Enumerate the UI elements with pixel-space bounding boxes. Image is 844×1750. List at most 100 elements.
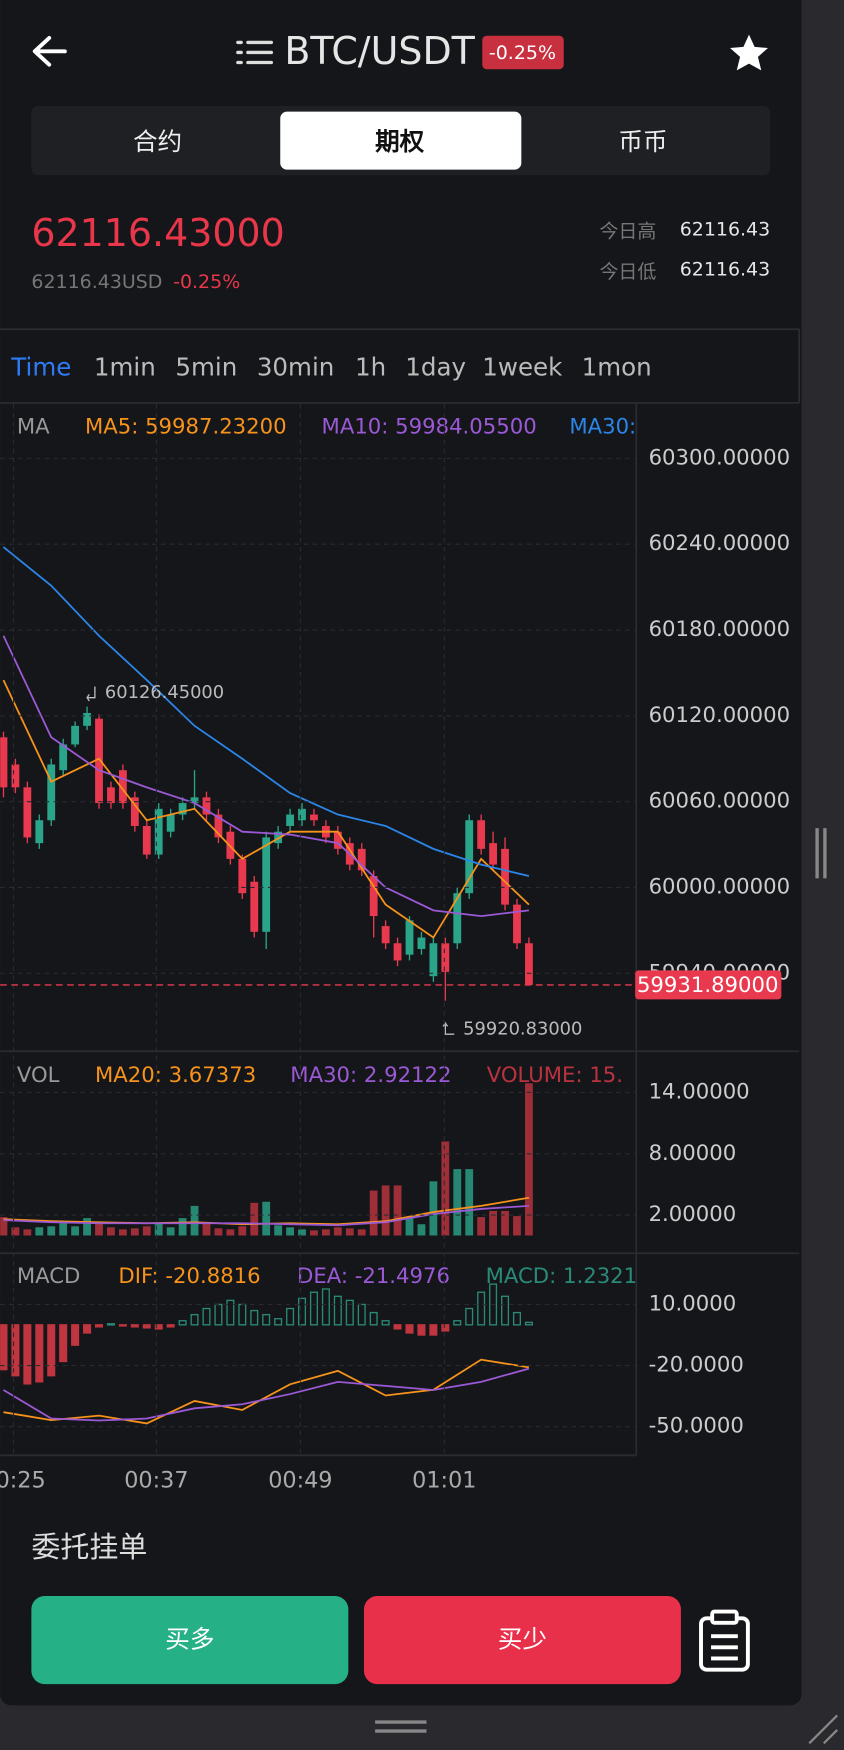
favorite-star[interactable] xyxy=(730,34,768,71)
candle-body xyxy=(142,825,151,855)
candle-body xyxy=(286,814,294,826)
volume-bar xyxy=(83,1218,91,1236)
back-button[interactable] xyxy=(32,35,67,67)
candle-body xyxy=(35,820,44,844)
tab[interactable]: 期权 xyxy=(375,127,425,156)
volume-bar xyxy=(286,1227,294,1236)
candle-body xyxy=(202,797,211,815)
macd-bar xyxy=(489,1283,498,1326)
candle-body xyxy=(47,764,56,821)
volume-bar xyxy=(429,1181,438,1236)
candle-body xyxy=(214,814,223,838)
macd-bar xyxy=(142,1324,151,1329)
macd-bar xyxy=(453,1320,462,1326)
buy-short-label[interactable]: 买少 xyxy=(498,1625,547,1654)
volume-bar xyxy=(333,1227,342,1236)
volume-bar xyxy=(322,1229,330,1236)
candle-body xyxy=(477,820,486,849)
orders-icon[interactable] xyxy=(699,1609,750,1672)
bottom-handle[interactable] xyxy=(375,1720,427,1733)
candle-body xyxy=(95,718,103,804)
indicator-line xyxy=(2,679,530,939)
legend-label: MA xyxy=(17,413,50,438)
timeframe[interactable]: 1week xyxy=(482,352,563,381)
indicator-line xyxy=(2,635,530,917)
volume-bar xyxy=(11,1227,20,1236)
timeframe[interactable]: 1mon xyxy=(582,352,652,381)
y-tick-label: 14.00000 xyxy=(649,1078,750,1103)
candle-body xyxy=(310,814,318,821)
candle-body xyxy=(405,920,414,955)
indicator-line xyxy=(3,1204,529,1227)
indicator-line xyxy=(3,1367,530,1422)
volume-bar xyxy=(250,1202,259,1236)
timeframe[interactable]: 30min xyxy=(257,352,335,381)
candle-body xyxy=(513,904,521,944)
candle-body xyxy=(429,943,438,977)
macd-bar xyxy=(190,1313,199,1326)
buy-long-button[interactable] xyxy=(31,1595,349,1685)
candle-body xyxy=(83,712,91,726)
y-tick-label: -20.0000 xyxy=(649,1352,744,1377)
indicator-line xyxy=(2,546,530,877)
timeframe[interactable]: 1min xyxy=(94,352,156,381)
timeframe[interactable]: 1day xyxy=(405,352,466,381)
volume-bar xyxy=(35,1227,44,1236)
volume-bar xyxy=(357,1229,366,1236)
macd-bar xyxy=(393,1324,402,1330)
candle-body xyxy=(298,808,306,821)
volume-bar xyxy=(298,1229,306,1236)
indicator-line xyxy=(3,1358,530,1425)
timeframe[interactable]: 1h xyxy=(355,352,386,381)
macd-bar xyxy=(524,1321,533,1326)
candle-body xyxy=(71,725,80,745)
tab-active-bg[interactable] xyxy=(280,111,522,170)
macd-bar xyxy=(501,1295,510,1326)
macd-bar xyxy=(11,1324,20,1377)
macd-bar xyxy=(417,1324,426,1336)
legend-entry: MACD: 1.2321 xyxy=(486,1263,638,1288)
macd-bar xyxy=(59,1324,68,1363)
y-tick-label: 2.00000 xyxy=(649,1201,737,1226)
macd-bar xyxy=(465,1307,474,1326)
volume-bar xyxy=(47,1226,56,1236)
macd-bar xyxy=(274,1318,283,1326)
volume-bar xyxy=(310,1230,318,1236)
side-handle[interactable] xyxy=(815,828,827,879)
macd-bar xyxy=(250,1309,259,1326)
candle-body xyxy=(262,837,271,932)
last-price-box xyxy=(635,970,782,1000)
volume-bar xyxy=(381,1185,390,1236)
orders-title: 委托挂单 xyxy=(31,1530,147,1564)
volume-bar xyxy=(107,1227,115,1236)
volume-bar xyxy=(417,1224,426,1236)
buy-long-label[interactable]: 买多 xyxy=(165,1625,214,1654)
volume-bar xyxy=(262,1201,271,1236)
price-change: -0.25% xyxy=(173,271,240,293)
y-tick-label: 60060.00000 xyxy=(649,788,791,813)
y-tick-label: 60120.00000 xyxy=(649,702,791,727)
candle-body xyxy=(250,881,259,932)
macd-bar xyxy=(321,1288,330,1326)
pair-title[interactable]: BTC/USDT xyxy=(284,29,475,73)
macd-bar xyxy=(298,1297,307,1326)
volume-bar xyxy=(525,1083,533,1236)
macd-bar xyxy=(130,1324,139,1328)
candle-body xyxy=(381,926,390,944)
legend-entry: DEA: -21.4976 xyxy=(297,1263,450,1288)
candle-body xyxy=(501,848,509,905)
resize-corner[interactable] xyxy=(808,1714,838,1745)
timeframe[interactable]: 5min xyxy=(175,352,237,381)
tab[interactable]: 币币 xyxy=(618,127,667,156)
timeframe[interactable]: Time xyxy=(10,352,71,381)
buy-short-button[interactable] xyxy=(363,1595,681,1685)
time-label: 00:37 xyxy=(124,1468,188,1494)
plot-area: MA5: 59987.23200 MA10: 59984.05500 MA30: 6… xyxy=(0,413,638,1425)
candle-body xyxy=(453,893,462,944)
volume-bar xyxy=(23,1229,32,1236)
macd-bar xyxy=(0,1324,8,1371)
menu-icon[interactable] xyxy=(236,40,274,65)
volume-bar xyxy=(238,1226,247,1236)
tab[interactable]: 合约 xyxy=(133,127,182,156)
